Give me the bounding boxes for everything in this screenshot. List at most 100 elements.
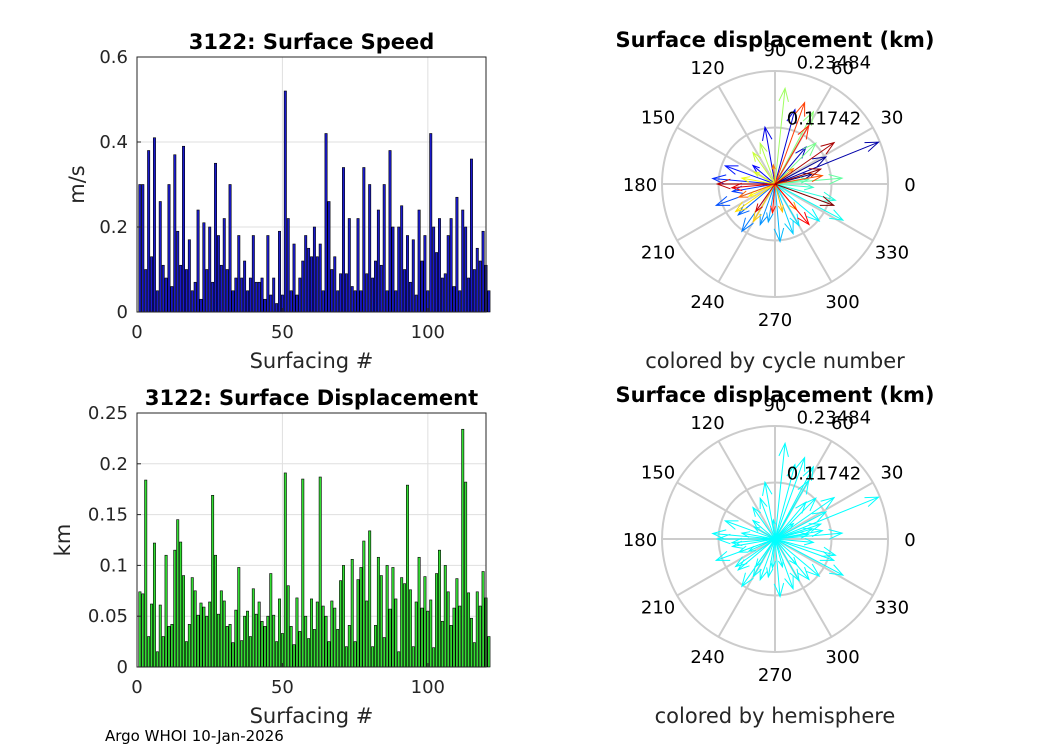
speed-bar	[342, 167, 345, 313]
disp-bar	[368, 530, 372, 668]
disp-bar	[240, 640, 244, 668]
disp-bar	[269, 573, 273, 668]
disp-y-axis-label: km	[51, 524, 75, 557]
speed-bar	[228, 184, 232, 313]
polar-hemi-ring	[661, 425, 889, 653]
speed-bar	[333, 256, 337, 313]
disp-bar	[179, 541, 183, 668]
disp-bar	[234, 609, 238, 668]
disp-bar	[225, 626, 229, 668]
speed-bar	[190, 290, 194, 313]
speed-bar	[315, 256, 319, 313]
polar-hemi-arrow	[737, 538, 776, 553]
speed-bar	[225, 269, 229, 313]
polar-cycle-angle-label: 30	[880, 108, 903, 129]
disp-bar	[170, 624, 174, 668]
speed-bar	[423, 235, 427, 313]
disp-bar	[278, 598, 281, 668]
speed-bar	[452, 286, 456, 313]
disp-bar	[272, 614, 276, 668]
speed-bar	[155, 290, 159, 313]
speed-bar	[246, 290, 249, 313]
speed-bar	[208, 226, 212, 313]
polar-hemi-arrow	[730, 537, 776, 547]
speed-bar	[196, 209, 200, 313]
disp-bar	[350, 559, 354, 668]
disp-bar	[426, 610, 430, 668]
disp-bar	[283, 472, 287, 668]
disp-bar	[167, 626, 171, 668]
disp-bar	[173, 549, 177, 668]
disp-bar	[467, 592, 471, 668]
polar-hemi-angle-label: 300	[825, 647, 859, 668]
disp-bar	[280, 633, 284, 668]
polar-hemi-arrow	[774, 538, 845, 576]
disp-bar	[376, 556, 380, 668]
speed-bar	[429, 133, 433, 313]
disp-bar	[388, 608, 392, 668]
disp-bar	[266, 615, 270, 668]
speed-bar	[240, 277, 244, 313]
disp-bar	[312, 629, 316, 668]
polar-hemi-arrow	[766, 538, 776, 579]
disp-bar	[487, 636, 491, 668]
speed-axes-box	[136, 56, 487, 313]
disp-bar	[231, 642, 235, 668]
polar-hemi-arrow	[734, 538, 776, 568]
speed-bar	[376, 209, 380, 313]
polar-cycle-arrow	[737, 183, 776, 198]
polar-cycle-arrow	[752, 183, 776, 223]
disp-bar	[205, 615, 209, 668]
disp-bar	[449, 625, 453, 668]
speed-y-tick-label: 0.4	[99, 132, 128, 153]
disp-bar	[371, 646, 375, 668]
polar-cycle-angle-label: 0	[904, 175, 915, 196]
polar-cycle-angle-label: 150	[641, 108, 675, 129]
speed-bar	[286, 218, 290, 313]
disp-bar	[251, 588, 255, 668]
speed-y-tick-label: 0	[117, 302, 128, 323]
disp-bar	[307, 638, 311, 668]
speed-bar	[446, 235, 450, 313]
polar-cycle-arrow	[774, 183, 784, 214]
speed-bar	[455, 196, 459, 313]
polar-hemi-angle-label: 30	[880, 463, 903, 484]
speed-bar	[211, 281, 215, 313]
disp-bar	[455, 578, 459, 668]
disp-bar	[423, 576, 427, 668]
speed-bar	[347, 218, 351, 313]
disp-bar	[356, 579, 360, 668]
disp-bar	[193, 590, 197, 668]
disp-bar	[199, 602, 203, 668]
disp-bar	[275, 641, 279, 668]
disp-bar	[344, 646, 348, 668]
speed-bar	[449, 218, 453, 313]
polar-cycle-arrow	[751, 164, 776, 185]
disp-bar	[310, 598, 313, 668]
disp-y-tick-label: 0.2	[99, 454, 128, 475]
disp-bar	[243, 615, 247, 668]
polar-cycle-arrow	[774, 182, 815, 191]
speed-bar	[321, 290, 325, 313]
speed-bar	[371, 277, 375, 313]
speed-bar	[152, 137, 156, 313]
speed-bar	[292, 243, 296, 313]
disp-bar	[161, 636, 165, 668]
polar-hemisphere-chart: 0 30 60 90 120 150 180 210 240 270 300 330 0.11742 0.…	[615, 383, 934, 728]
disp-bar	[155, 651, 159, 668]
disp-bar	[295, 597, 299, 668]
polar-cycle-angle-label: 270	[758, 310, 792, 331]
disp-bar	[330, 600, 334, 668]
polar-cycle-arrow	[752, 151, 776, 185]
polar-cycle-arrow	[774, 108, 797, 185]
speed-y-tick-label: 0.6	[99, 47, 128, 68]
speed-bar	[278, 230, 281, 313]
speed-bar	[394, 290, 398, 313]
speed-bar-chart: 0 50 100 0 0.2 0.4 0.6 3122: Surface Speed Surfa…	[65, 30, 491, 373]
disp-bar	[286, 585, 290, 668]
disp-axes-box	[136, 412, 487, 668]
speed-bar	[344, 273, 348, 313]
speed-bar	[214, 162, 217, 313]
speed-bar	[420, 260, 424, 313]
